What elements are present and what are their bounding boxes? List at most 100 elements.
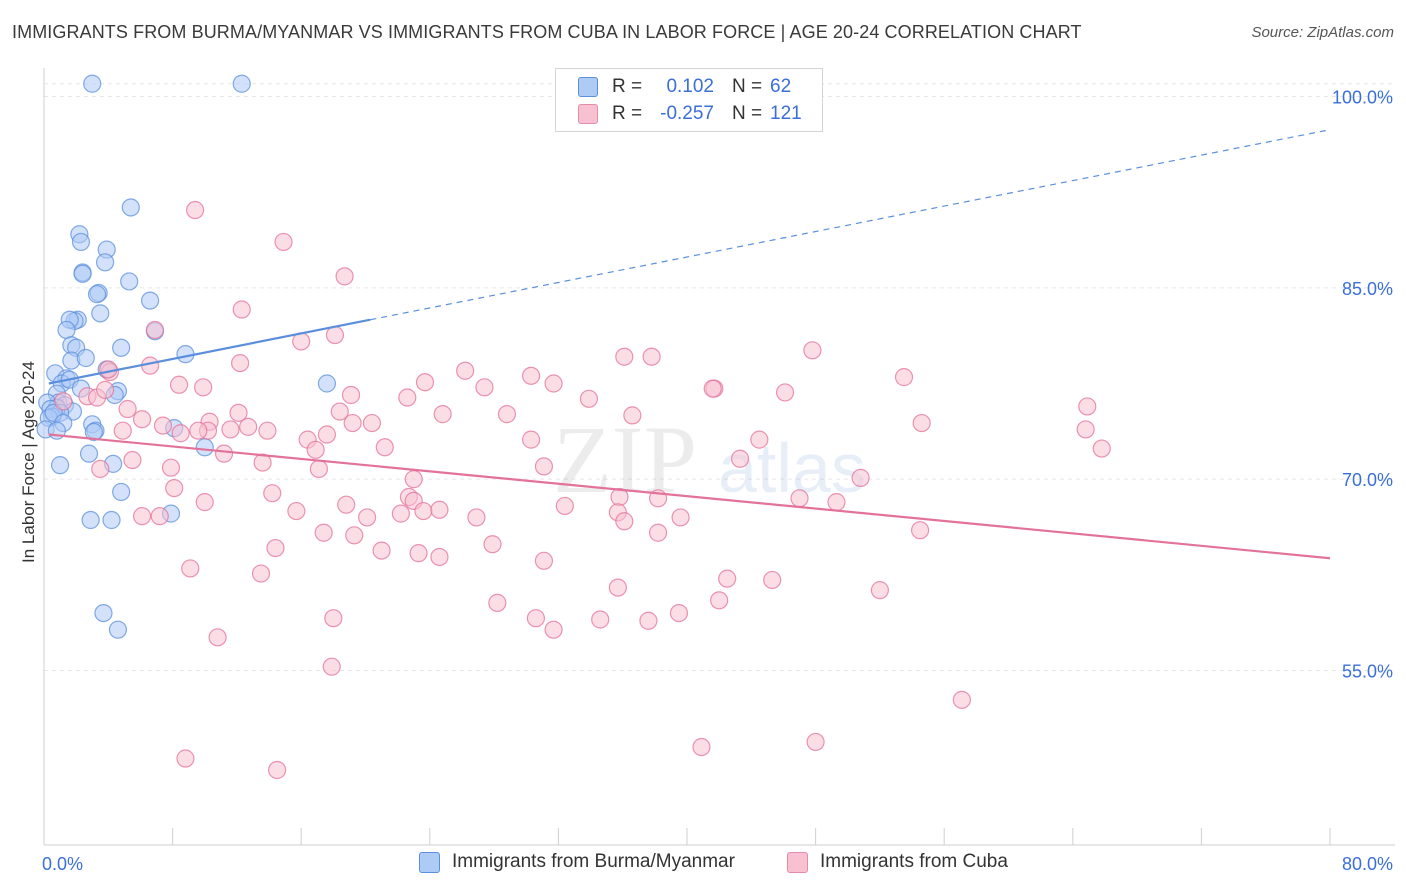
legend-n-label: N = [732,76,763,97]
legend-n-label: N = [732,103,763,124]
data-point [362,413,382,433]
legend-swatch-burma [578,77,598,97]
data-point [194,378,213,397]
data-point [345,526,364,545]
data-point [730,449,750,468]
data-point [648,523,668,542]
x-tick-label-1: 80.0% [1342,854,1393,874]
data-point [343,413,362,433]
data-point [910,521,930,540]
data-point [112,338,131,357]
data-point [123,450,142,470]
data-point [189,421,208,440]
data-point [161,458,181,477]
data-point [775,383,795,402]
data-point [671,508,690,527]
data-point [827,493,846,512]
data-point [231,353,250,373]
legend-swatch-cuba [578,104,598,124]
legend-row-burma: R = 0.102 N = 62 [578,74,791,100]
data-point [76,348,95,368]
data-point [404,470,423,489]
data-point [521,366,541,385]
data-point [750,430,769,449]
data-point [375,438,394,457]
legend-r-value-cuba: -0.257 [660,103,714,124]
data-point [258,421,277,440]
data-point [140,291,160,310]
data-point [851,468,870,487]
data-point [1078,397,1097,416]
watermark: ZIP atlas [553,406,866,513]
data-points [36,74,1111,780]
data-point [79,444,99,463]
bottom-legend-burma: Immigrants from Burma/Myanmar [419,851,735,873]
data-point [171,424,190,443]
data-point [232,300,251,319]
data-point [57,320,76,340]
data-point [488,593,507,612]
data-point [534,457,554,476]
y-tick-label-0: 100.0% [1332,88,1393,108]
data-point [221,420,240,439]
data-point [467,508,486,527]
data-point [591,610,610,629]
y-tick-label-1: 85.0% [1342,279,1393,299]
axes [43,68,1395,846]
y-tick-label-2: 70.0% [1342,470,1393,490]
trend-line-burma-extension [370,129,1331,321]
data-point [409,544,428,563]
bottom-legend-cuba: Immigrants from Cuba [787,851,1008,873]
data-point [91,304,110,323]
data-point [251,564,271,583]
data-point [521,430,541,449]
data-point [195,438,214,457]
data-point [95,253,115,272]
bottom-legend-label-cuba: Immigrants from Cuba [820,851,1008,872]
data-point [1076,420,1095,439]
tick-labels: 100.0% 85.0% 70.0% 55.0% 0.0% 80.0% [42,88,1393,875]
data-point [324,609,343,628]
data-point [83,74,102,93]
data-point [870,581,890,600]
chart-title: IMMIGRANTS FROM BURMA/MYANMAR VS IMMIGRA… [12,22,1082,42]
data-point [314,523,333,542]
data-point [330,402,349,421]
data-point [132,507,152,526]
legend-row-cuba: R = -0.257 N = 121 [578,101,802,127]
data-point [267,760,287,780]
data-point [112,482,131,502]
data-point [87,285,107,304]
data-point [325,325,345,345]
trend-lines [48,129,1331,560]
data-point [703,379,722,398]
data-point [113,421,132,440]
data-point [71,232,91,252]
source-label: Source: ZipAtlas.com [1251,24,1394,41]
data-point [153,416,173,435]
legend-r-label: R = [612,76,643,97]
data-point [95,380,115,399]
data-point [121,198,140,217]
data-point [239,417,258,436]
data-point [309,459,328,479]
data-point [615,512,634,531]
data-point [414,501,433,521]
data-point [337,495,356,514]
data-point [102,510,121,530]
data-point [54,392,73,411]
y-tick-label-3: 55.0% [1342,662,1393,682]
data-point [176,749,195,768]
data-point [579,389,599,408]
data-point [544,374,563,393]
data-point [317,374,337,393]
data-point [94,603,113,623]
data-point [790,489,809,508]
data-point [287,501,306,521]
data-point [718,569,737,588]
data-point [483,535,502,554]
data-point [91,459,110,479]
data-point [430,547,449,567]
data-point [81,510,100,530]
